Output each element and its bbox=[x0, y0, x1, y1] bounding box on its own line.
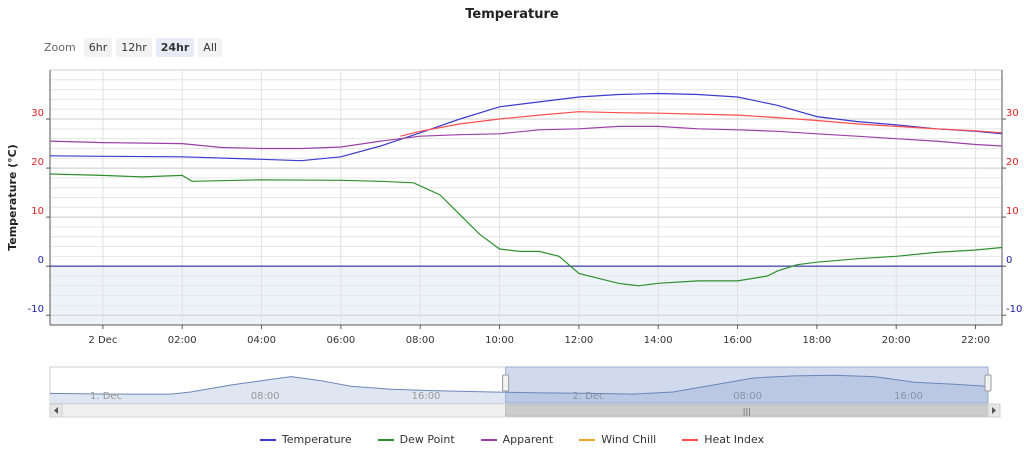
zoom-12hr-button[interactable]: 12hr bbox=[116, 38, 152, 57]
x-tick-label: 20:00 bbox=[882, 335, 911, 346]
y-tick-label-left: 0 bbox=[38, 255, 44, 266]
legend-item-temperature[interactable]: Temperature bbox=[259, 433, 352, 446]
legend-label-wind-chill: Wind Chill bbox=[601, 433, 657, 446]
y-tick-label-left: 10 bbox=[31, 206, 44, 217]
legend-swatch-dew-point bbox=[377, 438, 394, 441]
y-tick-label-left: -10 bbox=[28, 304, 44, 315]
legend-label-temperature: Temperature bbox=[281, 433, 352, 446]
navigator-label: 16:00 bbox=[894, 391, 923, 402]
x-tick-label: 22:00 bbox=[961, 335, 990, 346]
y-tick-label-left: 30 bbox=[31, 108, 44, 119]
x-tick-label: 2 Dec bbox=[88, 335, 117, 346]
y-tick-label-right: 20 bbox=[1006, 157, 1019, 168]
legend-swatch-apparent bbox=[480, 438, 497, 441]
x-tick-label: 10:00 bbox=[485, 335, 514, 346]
navigator-label: 16:00 bbox=[412, 391, 441, 402]
y-tick-label-left: 20 bbox=[31, 157, 44, 168]
y-axis-title: Temperature (°C) bbox=[6, 144, 19, 251]
navigator-handle-right[interactable] bbox=[984, 374, 992, 392]
y-tick-label-right: -10 bbox=[1006, 304, 1022, 315]
x-tick-label: 04:00 bbox=[247, 335, 276, 346]
x-tick-label: 18:00 bbox=[802, 335, 831, 346]
scrollbar-grip-icon: ||| bbox=[743, 407, 751, 416]
series-dew-point bbox=[49, 173, 1003, 287]
legend-item-apparent[interactable]: Apparent bbox=[480, 433, 554, 446]
navigator-area bbox=[50, 375, 988, 403]
zoom-label: Zoom bbox=[44, 41, 76, 54]
x-tick-label: 12:00 bbox=[564, 335, 593, 346]
zoom-toolbar: Zoom 6hr 12hr 24hr All bbox=[44, 38, 222, 57]
y-tick-label-right: 0 bbox=[1006, 255, 1012, 266]
x-tick-label: 08:00 bbox=[406, 335, 435, 346]
series-apparent bbox=[49, 125, 1003, 150]
legend-label-apparent: Apparent bbox=[502, 433, 554, 446]
legend-swatch-wind-chill bbox=[579, 438, 596, 441]
legend-item-dew-point[interactable]: Dew Point bbox=[377, 433, 455, 446]
legend-item-wind-chill[interactable]: Wind Chill bbox=[579, 433, 656, 446]
legend-label-dew-point: Dew Point bbox=[399, 433, 455, 446]
arrow-left-icon bbox=[54, 407, 58, 414]
x-tick-label: 16:00 bbox=[723, 335, 752, 346]
navigator-label: 1. Dec bbox=[90, 391, 122, 402]
navigator-label: 2. Dec bbox=[572, 391, 604, 402]
legend-item-heat-index[interactable]: Heat Index bbox=[682, 433, 764, 446]
series-heat-index bbox=[400, 111, 1003, 137]
navigator-series bbox=[49, 374, 989, 395]
legend-label-heat-index: Heat Index bbox=[704, 433, 765, 446]
chart-legend: Temperature Dew Point Apparent Wind Chil… bbox=[0, 433, 1024, 446]
zoom-24hr-button[interactable]: 24hr bbox=[155, 38, 195, 57]
x-tick-label: 02:00 bbox=[168, 335, 197, 346]
y-tick-label-right: 10 bbox=[1006, 206, 1019, 217]
zoom-6hr-button[interactable]: 6hr bbox=[83, 38, 113, 57]
arrow-right-icon bbox=[992, 407, 996, 414]
zoom-all-button[interactable]: All bbox=[198, 38, 222, 57]
chart-title: Temperature bbox=[465, 7, 559, 22]
y-tick-label-right: 30 bbox=[1006, 108, 1019, 119]
series-temperature bbox=[49, 92, 1003, 162]
legend-swatch-temperature bbox=[259, 438, 276, 441]
navigator-label: 08:00 bbox=[733, 391, 762, 402]
legend-swatch-heat-index bbox=[682, 438, 699, 441]
navigator-handle-left[interactable] bbox=[502, 374, 510, 392]
x-tick-label: 14:00 bbox=[644, 335, 673, 346]
x-tick-label: 06:00 bbox=[326, 335, 355, 346]
navigator-label: 08:00 bbox=[251, 391, 280, 402]
navigator-selected-range[interactable] bbox=[505, 366, 989, 404]
